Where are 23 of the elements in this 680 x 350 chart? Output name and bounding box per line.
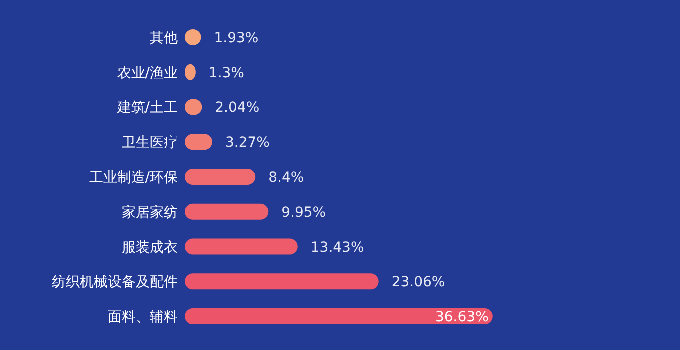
y-tick-label: 工业制造/环保 bbox=[89, 170, 178, 186]
data-label: 36.63% bbox=[436, 310, 489, 326]
y-tick-label: 面料、辅料 bbox=[108, 310, 178, 326]
data-label: 2.04% bbox=[215, 100, 260, 116]
y-tick-label: 卫生医疗 bbox=[122, 135, 178, 152]
bar bbox=[185, 169, 256, 185]
y-tick-label: 其他 bbox=[150, 30, 178, 46]
y-tick-label: 服装成衣 bbox=[122, 240, 178, 256]
y-tick-label: 建筑/土工 bbox=[116, 100, 178, 116]
bar bbox=[185, 204, 269, 220]
bar bbox=[185, 274, 379, 290]
data-label: 8.4% bbox=[268, 170, 304, 186]
bar bbox=[185, 238, 298, 255]
data-label: 13.43% bbox=[310, 240, 364, 256]
data-label: 3.27% bbox=[225, 135, 270, 152]
data-label: 9.95% bbox=[282, 204, 326, 221]
bar bbox=[185, 308, 493, 325]
y-tick-label: 家居家纺 bbox=[122, 204, 178, 221]
data-label: 23.06% bbox=[392, 274, 446, 291]
data-label: 1.93% bbox=[214, 30, 259, 46]
data-label: 1.3% bbox=[208, 65, 245, 82]
y-tick-label: 农业/渔业 bbox=[117, 65, 178, 82]
y-tick-label: 纺织机械设备及配件 bbox=[52, 274, 178, 291]
